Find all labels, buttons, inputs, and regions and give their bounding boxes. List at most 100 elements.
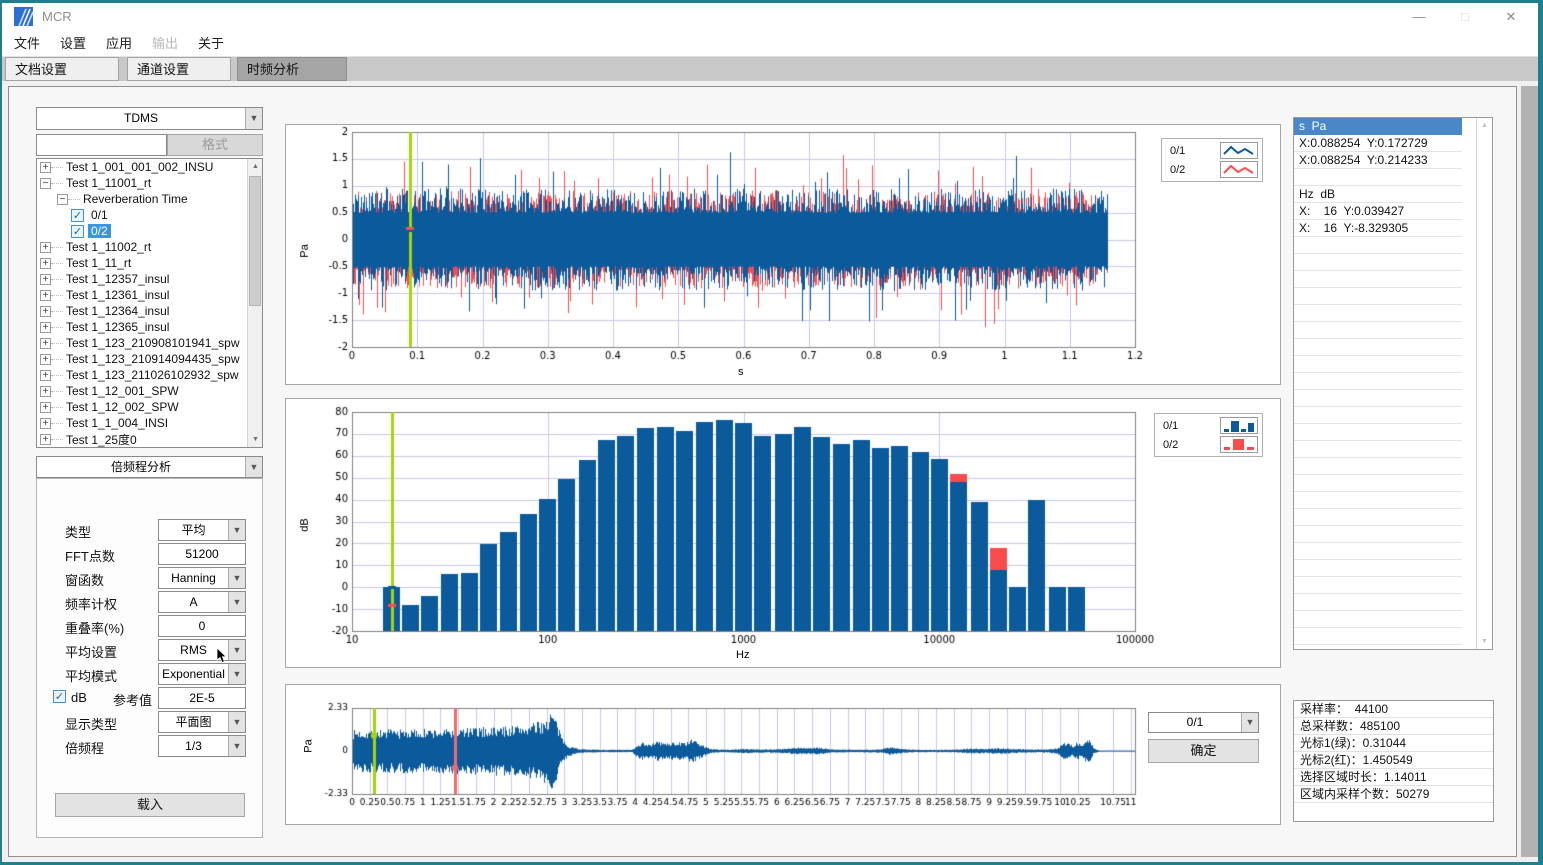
data-row[interactable] xyxy=(1294,509,1462,526)
data-row[interactable] xyxy=(1294,288,1462,305)
form-input[interactable]: 0 xyxy=(158,615,246,637)
data-row[interactable] xyxy=(1294,594,1462,611)
data-row[interactable] xyxy=(1294,441,1462,458)
tree-item[interactable]: +Test 1_123_210908101941_spw xyxy=(37,335,262,351)
data-panel-scrollbar[interactable]: ▲ ▼ xyxy=(1476,118,1492,649)
scroll-up-icon[interactable]: ▲ xyxy=(1477,118,1492,133)
minimize-button[interactable]: ― xyxy=(1396,3,1442,30)
data-row[interactable] xyxy=(1294,424,1462,441)
data-row[interactable] xyxy=(1294,628,1462,645)
time-waveform-chart[interactable] xyxy=(286,125,1280,384)
data-row[interactable] xyxy=(1294,305,1462,322)
data-row[interactable] xyxy=(1294,577,1462,594)
data-row[interactable] xyxy=(1294,169,1462,186)
menu-item-0[interactable]: 文件 xyxy=(4,30,50,57)
tab-0[interactable]: 文档设置 xyxy=(5,57,119,81)
data-row[interactable] xyxy=(1294,475,1462,492)
expand-plus-icon[interactable]: + xyxy=(40,242,51,253)
data-row[interactable] xyxy=(1294,322,1462,339)
expand-plus-icon[interactable]: + xyxy=(40,418,51,429)
tree-item[interactable]: −Reverberation Time xyxy=(37,191,262,207)
format-button[interactable]: 格式 xyxy=(167,134,263,156)
legend-item[interactable]: 0/2 xyxy=(1159,435,1258,454)
close-button[interactable]: ✕ xyxy=(1488,3,1534,30)
expand-plus-icon[interactable]: + xyxy=(40,322,51,333)
form-input[interactable]: 2E-5 xyxy=(158,687,246,709)
data-row[interactable] xyxy=(1294,407,1462,424)
menu-item-2[interactable]: 应用 xyxy=(96,30,142,57)
data-row[interactable]: s Pa xyxy=(1294,118,1462,135)
form-select[interactable]: Exponential▼ xyxy=(158,663,246,685)
collapse-minus-icon[interactable]: − xyxy=(57,194,68,205)
expand-plus-icon[interactable]: + xyxy=(40,434,51,445)
tree-item[interactable]: +Test 1_123_211026102932_spw xyxy=(37,367,262,383)
channel-select[interactable]: 0/1 ▼ xyxy=(1148,712,1259,733)
legend-item[interactable]: 0/1 xyxy=(1159,416,1258,435)
tree-item[interactable]: +Test 1_12_002_SPW xyxy=(37,399,262,415)
expand-plus-icon[interactable]: + xyxy=(40,306,51,317)
data-row[interactable] xyxy=(1294,543,1462,560)
checkbox-checked-icon[interactable]: ✓ xyxy=(53,690,66,703)
tree-item[interactable]: +Test 1_11_rt xyxy=(37,255,262,271)
data-row[interactable] xyxy=(1294,560,1462,577)
form-select[interactable]: 1/3▼ xyxy=(158,735,246,757)
menu-item-4[interactable]: 关于 xyxy=(188,30,234,57)
data-row[interactable] xyxy=(1294,339,1462,356)
tree-item[interactable]: +Test 1_12365_insul xyxy=(37,319,262,335)
tree-scrollbar[interactable]: ▲ ▼ xyxy=(247,159,262,447)
checkbox-checked-icon[interactable]: ✓ xyxy=(71,225,84,238)
data-row[interactable] xyxy=(1294,492,1462,509)
data-row[interactable]: X: 16 Y:0.039427 xyxy=(1294,203,1462,220)
form-select[interactable]: RMS▼ xyxy=(158,639,246,661)
tree-item[interactable]: +Test 1_123_210914094435_spw xyxy=(37,351,262,367)
expand-plus-icon[interactable]: + xyxy=(40,258,51,269)
file-format-select[interactable]: TDMS ▼ xyxy=(36,107,263,130)
analysis-type-select[interactable]: 倍频程分析 ▼ xyxy=(36,456,263,478)
filter-input[interactable] xyxy=(36,134,167,156)
tree-item[interactable]: +Test 1_12361_insul xyxy=(37,287,262,303)
tree-item[interactable]: +Test 1_12364_insul xyxy=(37,303,262,319)
scroll-down-icon[interactable]: ▼ xyxy=(248,432,263,447)
load-button[interactable]: 载入 xyxy=(55,793,245,817)
expand-plus-icon[interactable]: + xyxy=(40,274,51,285)
collapse-minus-icon[interactable]: − xyxy=(40,178,51,189)
expand-plus-icon[interactable]: + xyxy=(40,370,51,381)
menu-item-3[interactable]: 输出 xyxy=(142,30,188,57)
data-row[interactable] xyxy=(1294,271,1462,288)
octave-spectrum-chart[interactable] xyxy=(286,399,1280,667)
expand-plus-icon[interactable]: + xyxy=(40,386,51,397)
data-row[interactable] xyxy=(1294,390,1462,407)
form-select[interactable]: 平均▼ xyxy=(158,519,246,541)
data-row[interactable]: Hz dB xyxy=(1294,186,1462,203)
expand-plus-icon[interactable]: + xyxy=(40,162,51,173)
expand-plus-icon[interactable]: + xyxy=(40,290,51,301)
confirm-button[interactable]: 确定 xyxy=(1148,739,1259,763)
data-row[interactable] xyxy=(1294,373,1462,390)
scroll-down-icon[interactable]: ▼ xyxy=(1477,634,1492,649)
form-select[interactable]: Hanning▼ xyxy=(158,567,246,589)
expand-plus-icon[interactable]: + xyxy=(40,402,51,413)
tab-2[interactable]: 时频分析 xyxy=(237,57,347,81)
tree-item[interactable]: +Test 1_11002_rt xyxy=(37,239,262,255)
tree-item[interactable]: +Test 1_12_001_SPW xyxy=(37,383,262,399)
data-row[interactable]: X: 16 Y:-8.329305 xyxy=(1294,220,1462,237)
tree-item[interactable]: ✓0/2 xyxy=(37,223,262,239)
checkbox-checked-icon[interactable]: ✓ xyxy=(71,209,84,222)
tree-item[interactable]: +Test 1_25度0 xyxy=(37,431,262,447)
maximize-button[interactable]: □ xyxy=(1442,3,1488,30)
overview-waveform-chart[interactable] xyxy=(286,685,1280,824)
expand-plus-icon[interactable]: + xyxy=(40,354,51,365)
data-row[interactable] xyxy=(1294,611,1462,628)
data-row[interactable] xyxy=(1294,526,1462,543)
tree-item[interactable]: −Test 1_11001_rt xyxy=(37,175,262,191)
data-row[interactable]: X:0.088254 Y:0.172729 xyxy=(1294,135,1462,152)
legend-item[interactable]: 0/1 xyxy=(1166,141,1258,160)
tree-scrollbar-thumb[interactable] xyxy=(249,176,261,306)
data-row[interactable] xyxy=(1294,254,1462,271)
menu-item-1[interactable]: 设置 xyxy=(50,30,96,57)
data-row[interactable] xyxy=(1294,356,1462,373)
tab-1[interactable]: 通道设置 xyxy=(127,57,231,81)
data-row[interactable] xyxy=(1294,458,1462,475)
expand-plus-icon[interactable]: + xyxy=(40,338,51,349)
tree-item[interactable]: +Test 1_1_004_INSI xyxy=(37,415,262,431)
